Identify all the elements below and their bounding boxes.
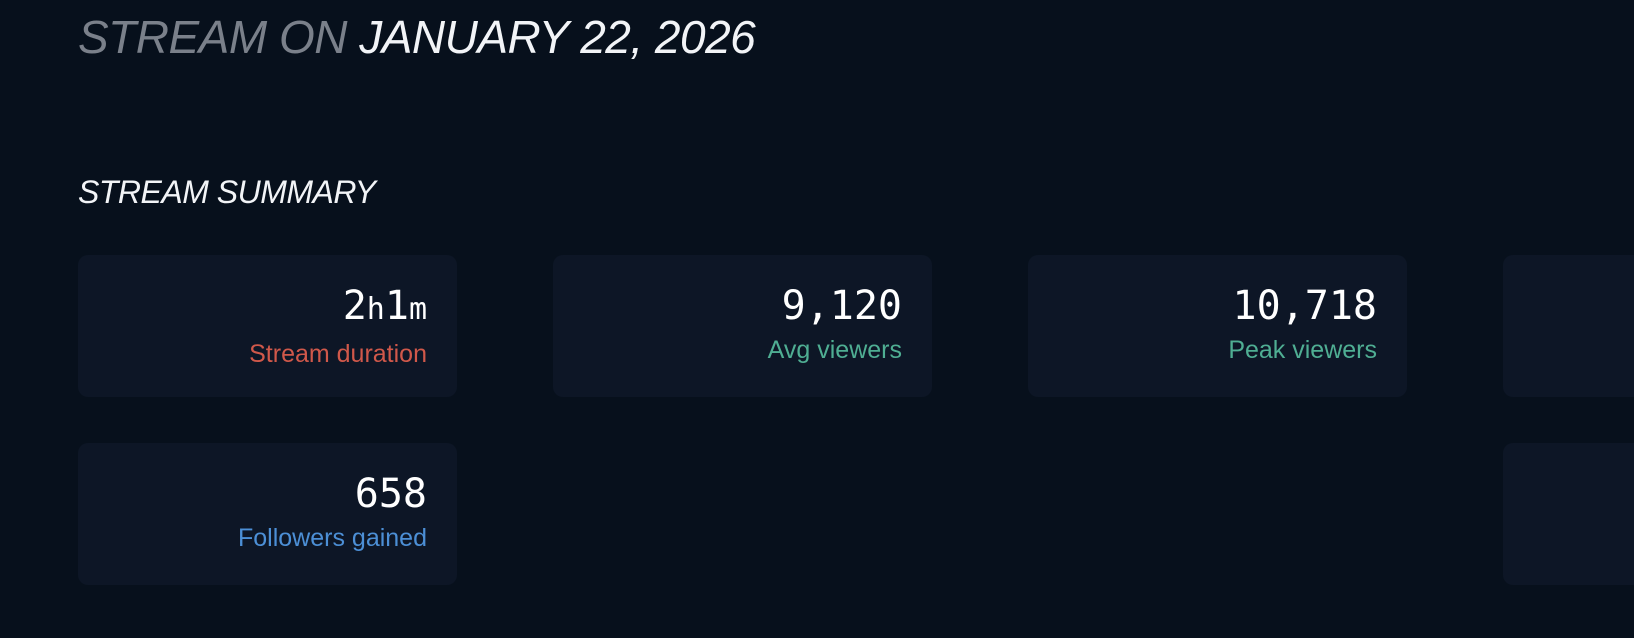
stat-label: Stream duration <box>249 340 427 368</box>
stat-label: Peak viewers <box>1228 336 1377 364</box>
stat-label: Avg viewers <box>767 336 902 364</box>
stat-value: 2h1m <box>78 283 427 333</box>
stat-card-avg-viewers: 9,120 Avg viewers <box>553 255 932 397</box>
stat-card-followers: 658 Followers gained <box>78 443 457 585</box>
minutes-value: 1 <box>384 283 409 329</box>
stat-value: 9,120 <box>781 283 902 329</box>
title-date: JANUARY 22, 2026 <box>359 11 756 63</box>
title-prefix: STREAM ON <box>78 11 347 63</box>
stat-card-peak-viewers: 10,718 Peak viewers <box>1028 255 1407 397</box>
stat-card-duration: 2h1m Stream duration <box>78 255 457 397</box>
stat-value: 10,718 <box>1232 283 1378 329</box>
stat-card-partial <box>1503 255 1634 397</box>
hours-value: 2 <box>342 283 367 329</box>
minutes-unit: m <box>408 292 427 327</box>
stat-card-partial <box>1503 443 1634 585</box>
page-title: STREAM ON JANUARY 22, 2026 <box>78 10 756 64</box>
hours-unit: h <box>366 292 385 327</box>
stat-label: Followers gained <box>238 524 427 552</box>
stat-value: 658 <box>354 471 427 517</box>
section-heading: STREAM SUMMARY <box>78 174 376 210</box>
